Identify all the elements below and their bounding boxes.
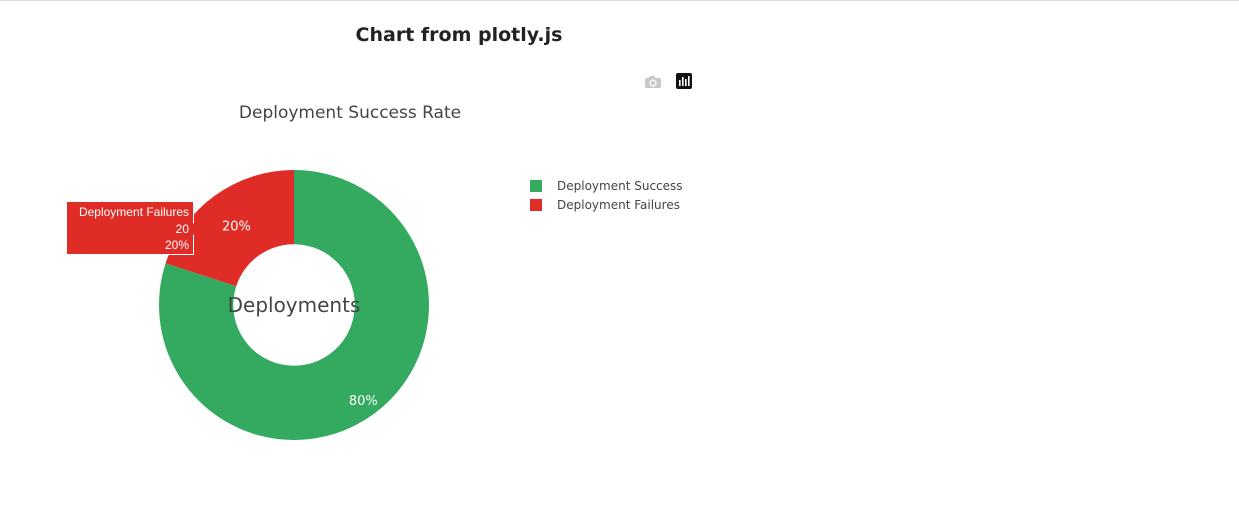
- slice-label-failures: 20%: [222, 219, 251, 234]
- hover-label-name: Deployment Failures: [78, 205, 189, 219]
- donut-chart: 80% 20% Deployments: [159, 170, 429, 440]
- hover-tooltip: Deployment Failures 20 20%: [66, 201, 200, 255]
- legend: Deployment Success Deployment Failures: [530, 176, 683, 214]
- legend-item-failures[interactable]: Deployment Failures: [530, 195, 683, 214]
- plotly-logo-icon[interactable]: [675, 72, 697, 92]
- chart-title: Deployment Success Rate: [238, 103, 462, 123]
- legend-label-failures: Deployment Failures: [557, 197, 680, 212]
- page-heading: Chart from plotly.js: [355, 24, 563, 46]
- center-annotation: Deployments: [228, 293, 361, 317]
- legend-item-success[interactable]: Deployment Success: [530, 176, 683, 195]
- hover-label-value: 20: [175, 221, 189, 236]
- legend-swatch-success: [530, 179, 542, 192]
- slice-failures[interactable]: [165, 170, 294, 287]
- camera-icon[interactable]: [643, 72, 665, 92]
- slice-success[interactable]: [159, 170, 429, 440]
- legend-swatch-failures: [530, 198, 542, 211]
- legend-label-success: Deployment Success: [557, 178, 683, 193]
- slice-label-success: 80%: [349, 394, 378, 409]
- hover-label-percent: 20%: [164, 238, 189, 252]
